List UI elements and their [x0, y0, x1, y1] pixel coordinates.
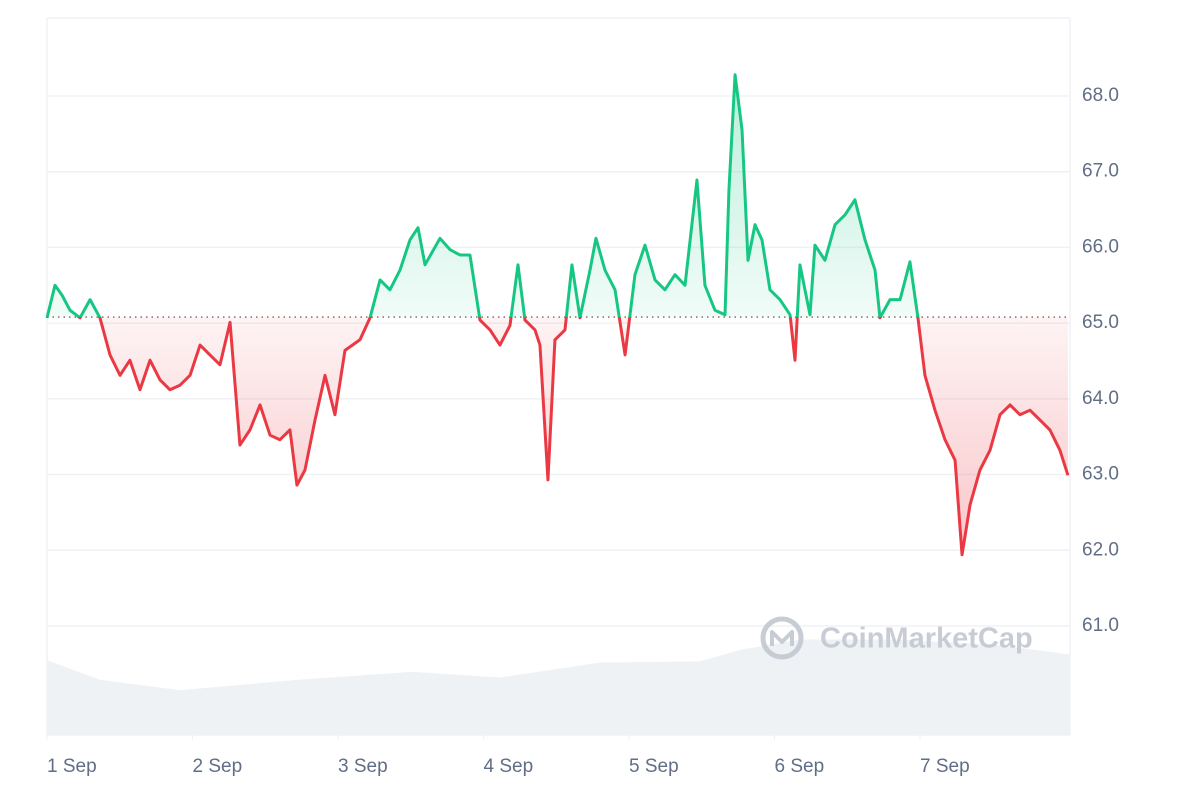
y-tick-label: 67.0 — [1082, 161, 1119, 182]
label-layer: 61.0 62.0 63.0 64.0 65.0 66.0 67.0 68.0 1 Sep 2 S… — [46, 85, 1119, 777]
watermark-text: CoinMarketCap — [820, 623, 1033, 655]
x-tick-label: 5 Sep — [629, 756, 679, 777]
x-tick-label: 4 Sep — [483, 756, 533, 777]
x-tick-label: 7 Sep — [920, 756, 970, 777]
y-tick-label: 66.0 — [1082, 236, 1119, 257]
y-tick-label: 61.0 — [1082, 615, 1119, 636]
x-tick-label: 6 Sep — [774, 756, 824, 777]
y-tick-label: 63.0 — [1082, 464, 1119, 485]
watermark: CoinMarketCap — [760, 616, 1033, 660]
y-tick-label: 64.0 — [1082, 388, 1119, 409]
watermark-logo — [760, 616, 804, 660]
x-tick-label: 2 Sep — [192, 756, 242, 777]
price-area — [47, 74, 1068, 555]
y-tick-label: 62.0 — [1082, 539, 1119, 560]
y-tick-label: 68.0 — [1082, 85, 1119, 106]
watermark-logo-m — [770, 630, 794, 646]
volume-layer — [47, 639, 1070, 735]
plot-layer — [45, 73, 1070, 557]
y-tick-label: 65.0 — [1082, 312, 1119, 333]
x-tick-label: 3 Sep — [338, 756, 388, 777]
x-tick-label: 1 Sep — [47, 756, 97, 777]
price-line — [45, 73, 1070, 557]
volume-area — [47, 639, 1070, 735]
